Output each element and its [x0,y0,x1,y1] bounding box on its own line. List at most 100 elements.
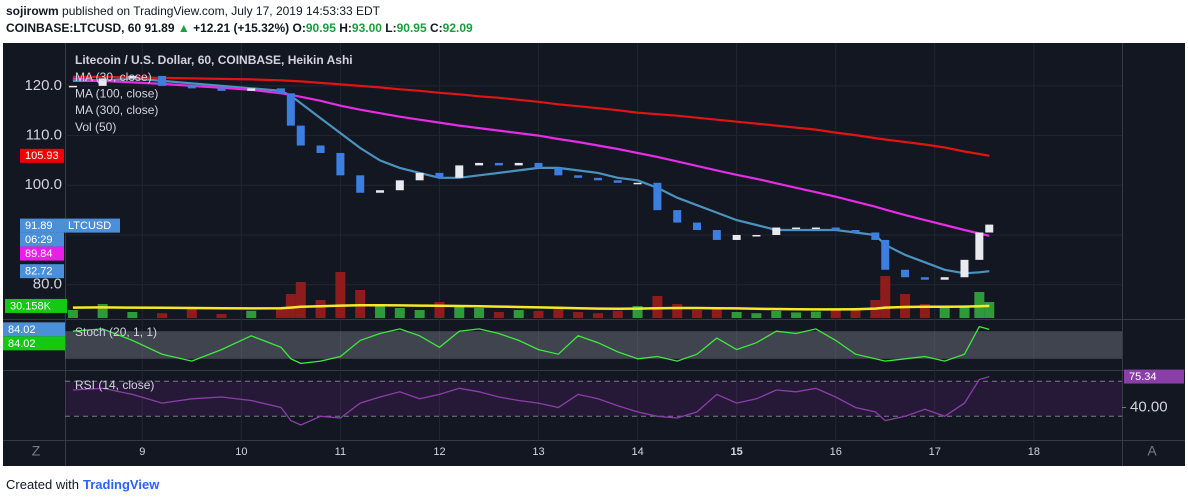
candle-body [475,162,484,166]
volume-bar [414,310,425,318]
price-badge: 82.72 [20,264,64,279]
chart: Z A 9101112131415161718120.0110.0100.090… [3,43,1185,466]
candle-body [574,175,583,178]
candle-body [217,88,226,91]
candle-body [732,234,741,240]
x-tick-label: 10 [235,446,247,458]
candle-body [752,234,761,237]
volume-bar [692,310,703,318]
chart-title: Litecoin / U.S. Dollar, 60, COINBASE, He… [75,53,353,67]
symbol: COINBASE:LTCUSD, 60 [6,21,142,35]
rsi-band [65,381,1122,417]
price-badge: 84.02 [3,322,65,337]
x-tick-label: 15 [731,446,743,458]
volume-bar [612,310,623,318]
published: published on TradingView.com, July 17, 2… [62,4,381,18]
volume-bar [919,304,930,318]
candle-body [187,85,196,89]
candle-body [296,125,305,146]
volume-bar [127,312,138,318]
y-tick-label: 80.0 [33,276,62,293]
price-badge: 91.89 LTCUSD 06:29 [20,218,120,247]
badge-box [20,232,64,247]
candle-body [356,175,365,193]
volume-bar [157,313,168,318]
volume-bar [533,310,544,318]
volume-bar [711,308,722,318]
badge-label: 82.72 [25,266,53,278]
badge-label: 105.93 [25,150,59,162]
volume-bar [939,308,950,318]
volume-bar [335,272,346,318]
x-tick-label: 17 [929,446,941,458]
badge-box [5,298,67,313]
candle-body [455,165,464,178]
candle-body [415,172,424,181]
legend-entry: MA (300, close) [75,103,158,117]
background [3,43,1185,466]
legend-entry: MA (100, close) [75,87,158,101]
zoom-button[interactable]: Z [32,443,41,459]
candle-body [128,75,137,79]
indicator-line [72,375,990,426]
badge-box [20,218,120,233]
author[interactable]: sojirowm [6,4,59,18]
legend-entry: Vol (50) [75,120,116,134]
candle-body [960,259,969,278]
plot-layer: 9101112131415161718120.0110.0100.090.080… [3,43,1184,458]
volume-bar [850,308,861,318]
candle-body [247,88,256,91]
x-tick-label: 11 [335,446,346,458]
ohlc-key: C: [429,21,443,35]
footer-brand[interactable]: TradingView [82,477,160,492]
volume-bar [67,310,78,318]
candle-body [712,230,721,240]
volume-bar [791,312,802,318]
ohlc-value: 90.95 [396,21,427,35]
x-tick-label: 14 [631,446,643,458]
ohlc-key: L: [385,21,397,35]
volume-bar [394,308,405,318]
volume-bar [880,276,891,318]
last: 91.89 [144,21,175,35]
volume-bar [285,294,296,318]
candle-body [940,277,949,280]
candle-body [286,93,295,126]
ma-line [72,75,990,157]
candle-body [975,232,984,260]
price-badge: 105.93 [20,148,64,163]
price-badge: 84.02 [3,336,65,351]
badge-label: 89.84 [25,248,53,260]
volume-bar [216,314,227,318]
badge-box [20,264,64,279]
badge-label: 84.02 [8,338,36,350]
candle-body [881,239,890,270]
candle-body [693,222,702,231]
candle-body [871,232,880,240]
arrow: ▲ [177,21,190,35]
x-tick-label: 12 [433,446,445,458]
price-badge: 30.158K [5,298,67,313]
volume-bar [672,304,683,318]
volume-bar [959,306,970,318]
volume-bar [810,311,821,318]
ohlc-key: O: [292,21,306,35]
candle-body [395,180,404,191]
publish-line: sojirowm published on TradingView.com, J… [6,3,473,20]
volume-bar [275,309,286,318]
volume-bar [246,310,257,318]
badge-label: 75.34 [1129,371,1157,383]
change: +12.21 (+15.32%) [193,21,290,35]
x-tick-label: 13 [532,446,544,458]
candle-body [653,182,662,211]
stoch-band [65,331,1122,359]
x-tick-label: 16 [830,446,842,458]
candle-body [920,277,929,280]
indicator-line [72,325,990,365]
ohlc-value: 90.95 [305,21,336,35]
badge-box [3,336,65,351]
footer-text: Created with [6,477,79,492]
volume-bar [186,308,197,318]
candle-body [276,88,285,94]
auto-button[interactable]: A [1147,443,1157,459]
